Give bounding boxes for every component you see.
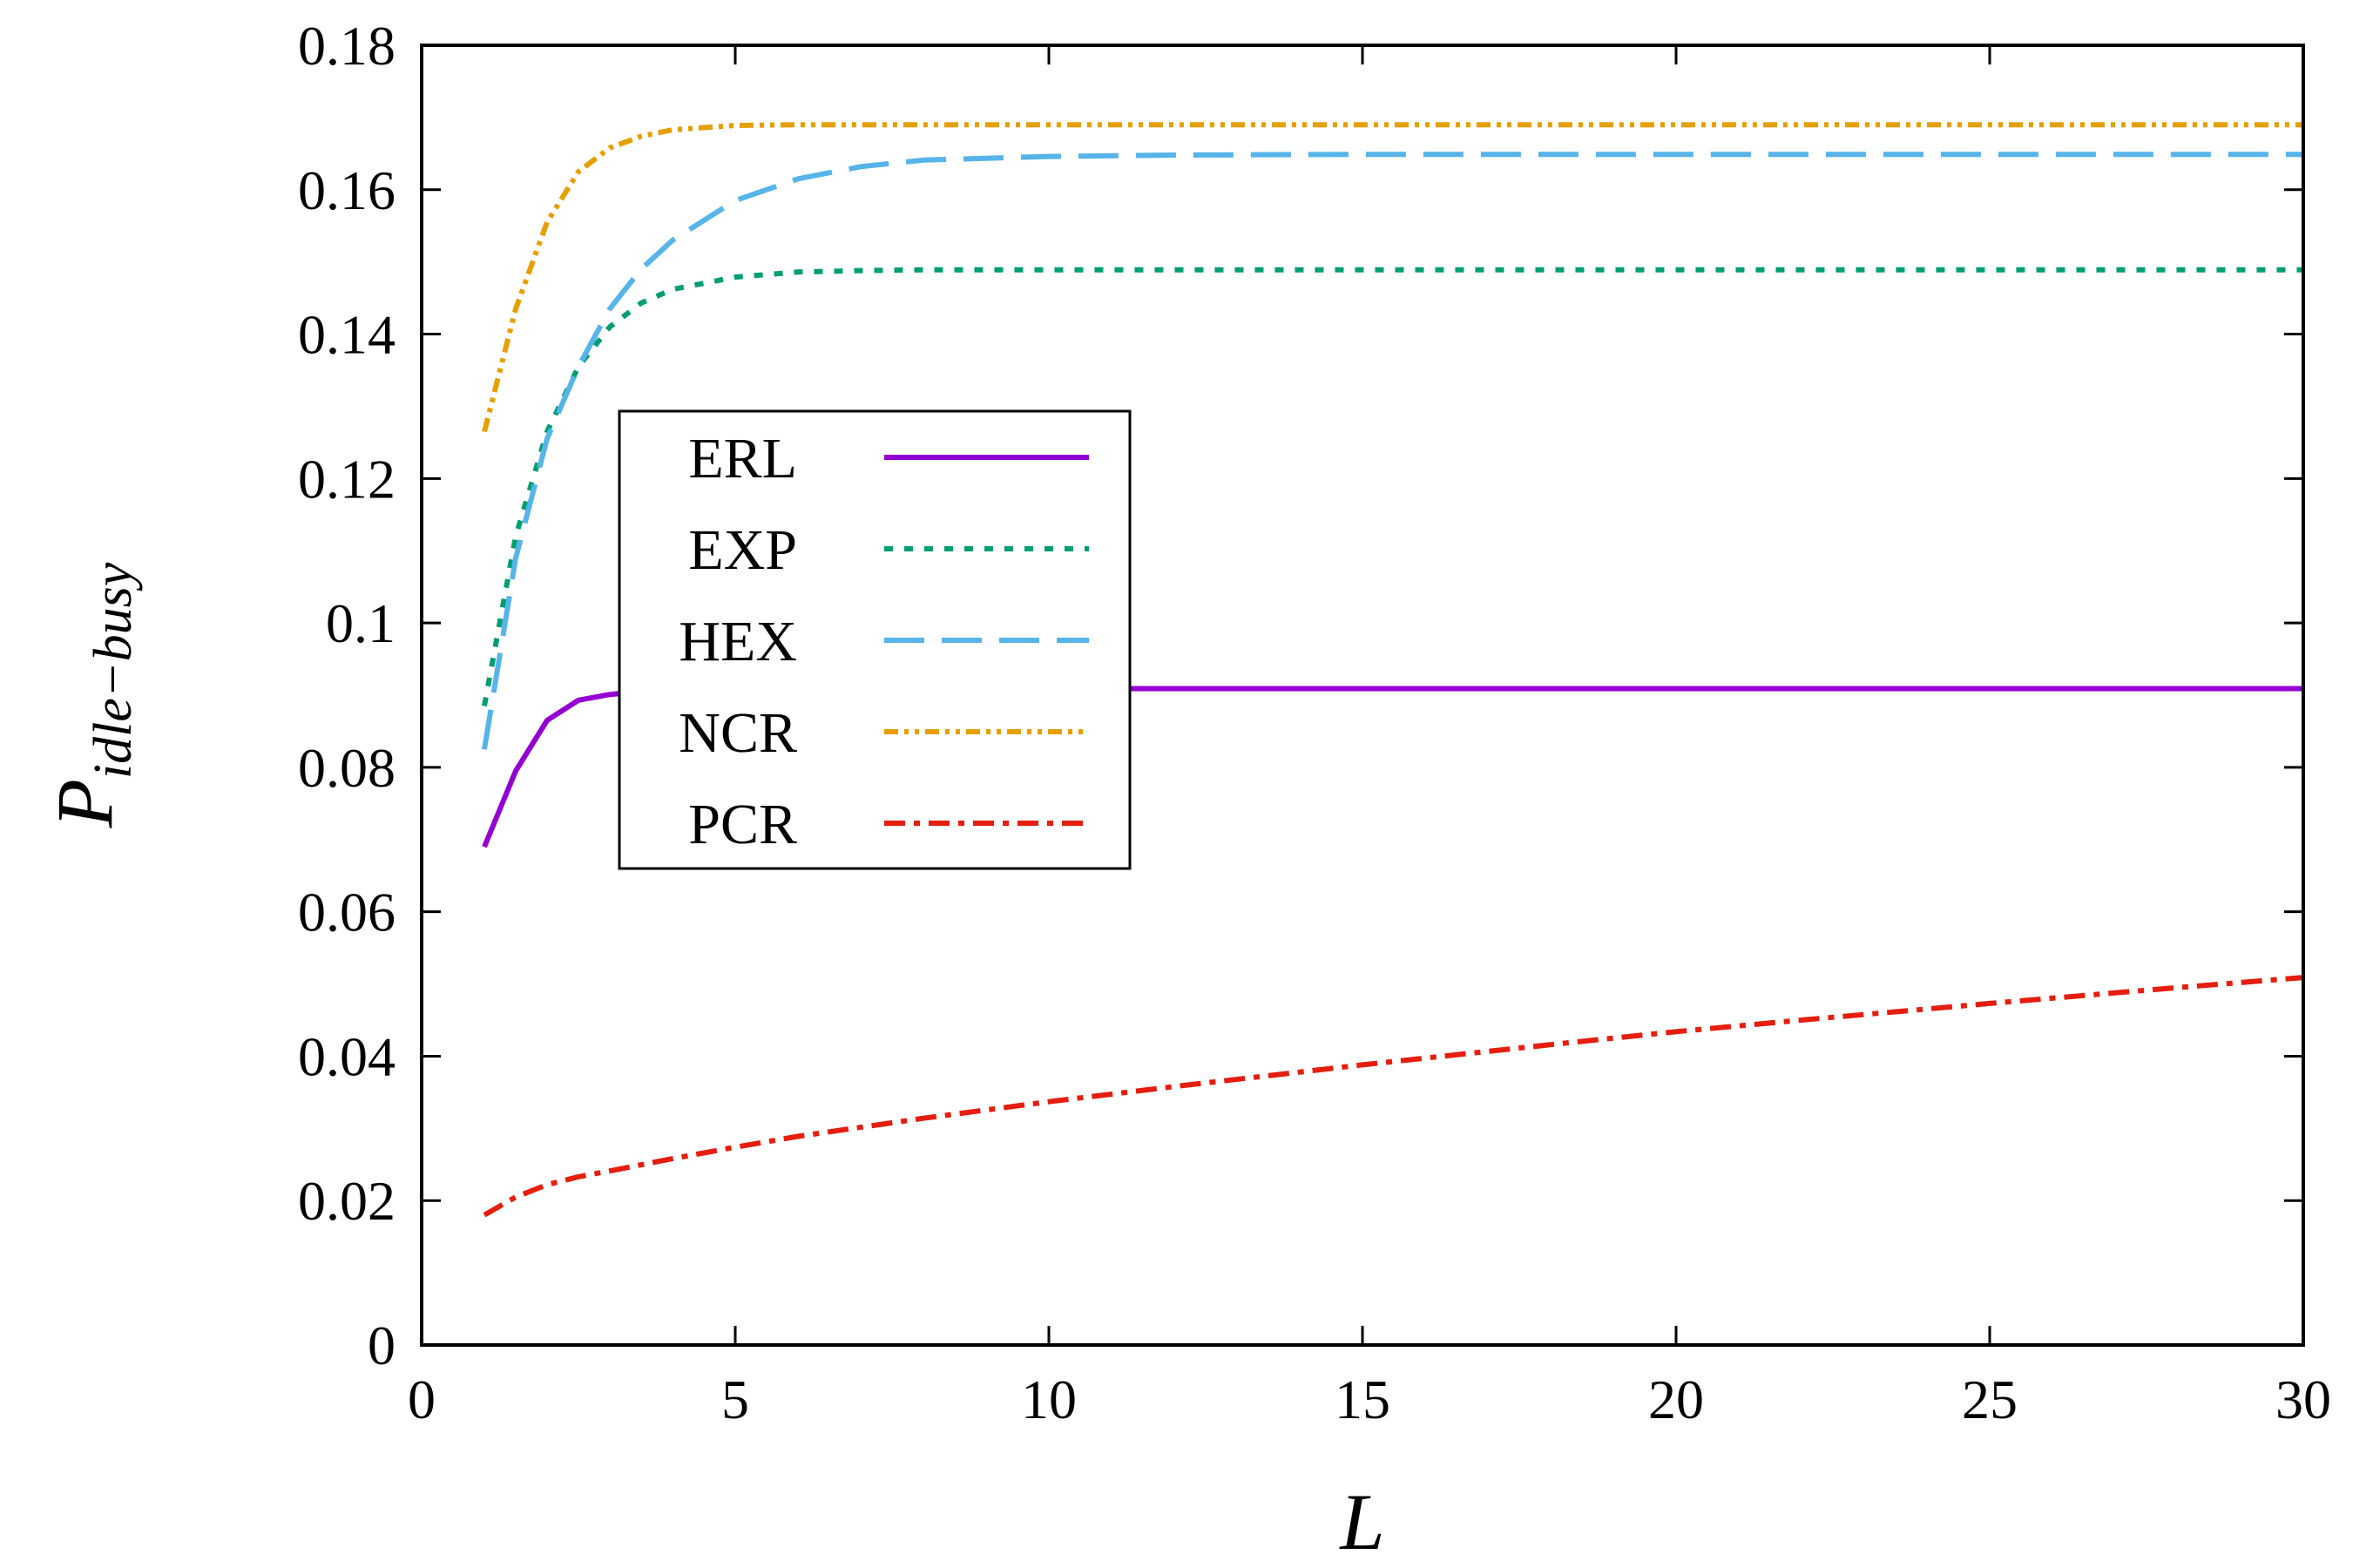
- x-tick-label: 10: [1021, 1369, 1077, 1430]
- plot-frame: [420, 44, 2305, 1347]
- y-tick-label: 0.18: [298, 15, 396, 77]
- legend-label-ncr: NCR: [679, 701, 797, 765]
- y-tick-label: 0.04: [298, 1025, 396, 1087]
- y-tick-label: 0.1: [326, 592, 396, 654]
- series-line-ncr: [482, 122, 2303, 433]
- x-tick-label: 20: [1648, 1369, 1704, 1430]
- legend: ERL EXP HEX NCR PCR: [618, 409, 1132, 870]
- y-tick-label: 0.12: [298, 448, 396, 510]
- legend-label-erl: ERL: [688, 427, 797, 490]
- y-tick-label: 0.16: [298, 159, 396, 221]
- y-tick-label: 0.14: [298, 304, 396, 366]
- series-line-hex: [482, 152, 2303, 750]
- legend-label-hex: HEX: [679, 610, 797, 673]
- legend-box: [618, 409, 1132, 870]
- y-axis-title: Pidle−busy: [40, 562, 143, 828]
- y-tick-label: 0: [368, 1315, 396, 1376]
- y-tick-label: 0.06: [298, 882, 396, 943]
- legend-label-exp: EXP: [688, 518, 797, 582]
- x-axis-title: L: [1338, 1477, 1384, 1566]
- x-tick-label: 30: [2275, 1369, 2331, 1430]
- series-line-pcr: [483, 975, 2304, 1218]
- legend-entries: ERL EXP HEX NCR PCR: [679, 427, 1089, 856]
- tick-layer: 0 5 10 15 20 25 30 0 0.02 0.04 0.06 0.08 0.1 0.12 0.14…: [298, 15, 2331, 1430]
- series-line-exp: [482, 267, 2303, 706]
- y-tick-label: 0.02: [298, 1170, 396, 1232]
- x-tick-label: 0: [408, 1369, 436, 1430]
- legend-label-pcr: PCR: [688, 793, 797, 856]
- x-tick-label: 5: [721, 1369, 749, 1430]
- x-tick-label: 15: [1335, 1369, 1390, 1430]
- y-axis-title-base: P: [40, 779, 129, 828]
- y-axis-title-subscript: idle−busy: [84, 562, 143, 779]
- y-tick-label: 0.08: [298, 737, 396, 799]
- x-tick-label: 25: [1962, 1369, 2018, 1430]
